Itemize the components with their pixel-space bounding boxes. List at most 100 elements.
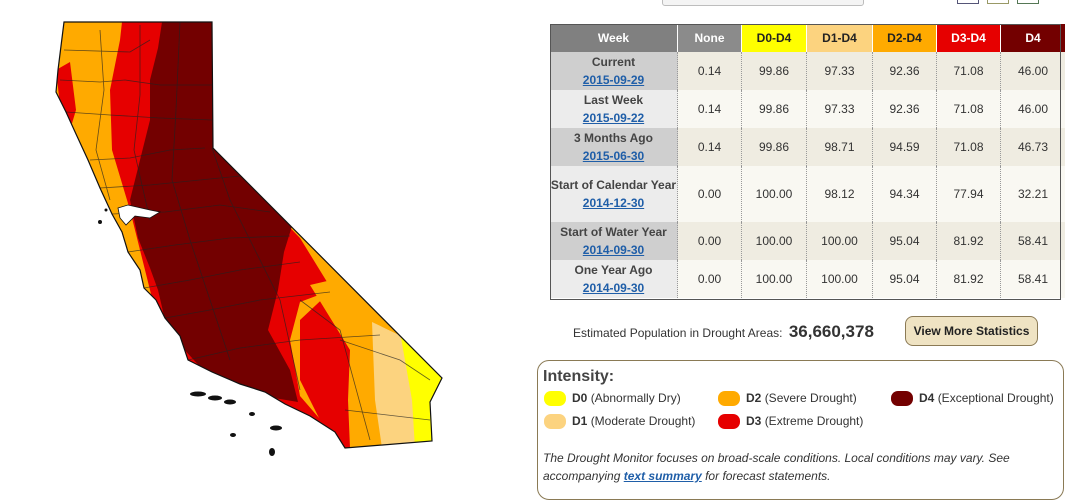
population-line: Estimated Population in Drought Areas: 3… [573,322,874,342]
table-header-row: Week None D0-D4 D1-D4 D2-D4 D3-D4 D4 [550,24,1065,52]
row-date-link[interactable]: 2014-09-30 [582,243,645,257]
cell-d3-d4: 71.08 [936,128,1001,166]
legend-code: D3 [746,414,762,428]
table-row: 3 Months Ago 2015-06-30 0.14 99.86 98.71 … [550,128,1065,166]
row-date-link[interactable]: 2014-12-30 [582,196,645,210]
row-label: Start of Water Year [560,225,667,239]
legend-item-d0: D0 (Abnormally Dry) [544,389,681,407]
table-row: Start of Water Year 2014-09-30 0.00 100.0… [550,222,1065,260]
legend-code: D1 [572,414,588,428]
cell-d0-d4: 99.86 [741,52,807,90]
cell-d4: 58.41 [1000,222,1065,260]
legend-title: Intensity: [543,368,615,385]
region-d0-desert [400,332,442,448]
top-dropdown[interactable] [662,0,864,6]
col-d1-d4: D1-D4 [806,24,873,52]
download-icon-2[interactable] [987,0,1009,4]
col-none: None [677,24,742,52]
cell-d4: 32.21 [1000,166,1065,222]
cell-d4: 46.00 [1000,90,1065,128]
row-week-cell: Last Week 2015-09-22 [550,90,678,128]
row-label: One Year Ago [574,263,653,277]
d3-swatch [718,414,740,430]
legend-code: D0 [572,391,588,405]
legend-item-d3: D3 (Extreme Drought) [718,412,863,430]
d1-swatch [544,414,566,430]
cell-d3-d4: 81.92 [936,222,1001,260]
legend-desc: (Moderate Drought) [590,414,696,428]
d2-swatch [718,391,740,407]
legend-item-d1: D1 (Moderate Drought) [544,412,695,430]
region-d3-coast [56,62,76,130]
legend-desc: (Abnormally Dry) [590,391,681,405]
download-icon-3[interactable] [1017,0,1039,4]
cell-d4: 46.00 [1000,52,1065,90]
legend-desc: (Severe Drought) [764,391,857,405]
col-d4: D4 [1000,24,1065,52]
cell-d3-d4: 77.94 [936,166,1001,222]
note-suffix: for forecast statements. [701,469,831,483]
cell-none: 0.14 [677,90,742,128]
row-date-link[interactable]: 2015-06-30 [582,149,645,163]
drought-stats-table: Week None D0-D4 D1-D4 D2-D4 D3-D4 D4 Cur… [550,24,1065,298]
cell-none: 0.00 [677,166,742,222]
legend-item-d2: D2 (Severe Drought) [718,389,857,407]
cell-d1-d4: 97.33 [806,52,873,90]
cell-d2-d4: 95.04 [872,260,937,298]
col-week: Week [550,24,678,52]
note-prefix: The Drought Monitor focuses on broad-sca… [543,451,1010,483]
row-label: Current [591,55,636,69]
cell-d2-d4: 95.04 [872,222,937,260]
cell-d4: 58.41 [1000,260,1065,298]
download-icon-1[interactable] [957,0,979,4]
cell-d0-d4: 99.86 [741,128,807,166]
cell-d2-d4: 94.34 [872,166,937,222]
legend-desc: (Extreme Drought) [764,414,864,428]
text-summary-link[interactable]: text summary [623,469,702,483]
row-week-cell: Start of Water Year 2014-09-30 [550,222,678,260]
intensity-legend: Intensity: D0 (Abnormally Dry) D1 (Moder… [537,360,1064,500]
channel-islands [98,208,282,456]
cell-d2-d4: 92.36 [872,52,937,90]
legend-code: D2 [746,391,762,405]
cell-d0-d4: 100.00 [741,260,807,298]
county-lines [59,22,431,441]
table-row: Start of Calendar Year 2014-12-30 0.00 10… [550,166,1065,222]
cell-none: 0.14 [677,128,742,166]
population-label: Estimated Population in Drought Areas: [573,326,783,340]
row-label: Start of Calendar Year [550,178,677,192]
view-more-statistics-button[interactable]: View More Statistics [905,316,1038,346]
table-row: One Year Ago 2014-09-30 0.00 100.00 100.0… [550,260,1065,298]
cell-d4: 46.73 [1000,128,1065,166]
cell-d1-d4: 98.71 [806,128,873,166]
d4-swatch [891,391,913,407]
cell-d0-d4: 100.00 [741,166,807,222]
cell-d1-d4: 100.00 [806,260,873,298]
drought-map[interactable] [0,0,540,489]
bay-water [117,204,162,226]
row-date-link[interactable]: 2015-09-22 [582,111,645,125]
region-d4 [130,22,298,402]
legend-note: The Drought Monitor focuses on broad-sca… [543,449,1043,485]
cell-d3-d4: 71.08 [936,52,1001,90]
download-icons[interactable] [957,0,1039,4]
col-d2-d4: D2-D4 [872,24,937,52]
cell-d0-d4: 99.86 [741,90,807,128]
cell-none: 0.14 [677,52,742,90]
row-date-link[interactable]: 2015-09-29 [582,73,645,87]
cell-none: 0.00 [677,222,742,260]
state-outline [55,21,443,449]
cell-d3-d4: 71.08 [936,90,1001,128]
row-week-cell: 3 Months Ago 2015-06-30 [550,128,678,166]
cell-d1-d4: 98.12 [806,166,873,222]
row-label: Last Week [583,93,644,107]
col-d3-d4: D3-D4 [936,24,1001,52]
row-week-cell: Start of Calendar Year 2014-12-30 [550,166,678,222]
row-week-cell: Current 2015-09-29 [550,52,678,90]
legend-code: D4 [919,391,935,405]
col-d0-d4: D0-D4 [741,24,807,52]
population-value: 36,660,378 [788,322,874,341]
table-row: Last Week 2015-09-22 0.14 99.86 97.33 92.… [550,90,1065,128]
cell-d2-d4: 92.36 [872,90,937,128]
row-date-link[interactable]: 2014-09-30 [582,281,645,295]
